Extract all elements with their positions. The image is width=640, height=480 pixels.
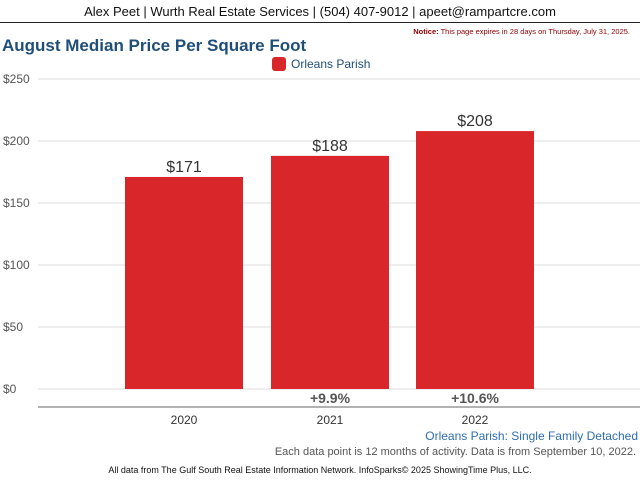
contact-line: Alex Peet | Wurth Real Estate Services |…: [84, 3, 556, 19]
data-label: $208: [457, 113, 493, 130]
x-tick-label: 2021: [317, 413, 344, 427]
y-tick-label: $250: [3, 72, 30, 86]
change-label: +10.6%: [451, 390, 499, 406]
y-tick-label: $100: [3, 258, 30, 272]
chart-subtitle: Orleans Parish: Single Family Detached: [425, 429, 638, 443]
contact-header: Alex Peet | Wurth Real Estate Services |…: [0, 0, 640, 23]
y-tick-label: $0: [3, 382, 17, 396]
x-tick-label: 2022: [462, 413, 489, 427]
notice-text: This page expires in 28 days on Thursday…: [440, 27, 630, 36]
y-tick-label: $150: [3, 196, 30, 210]
chart-legend: Orleans Parish: [272, 57, 370, 71]
chart-footnote: Each data point is 12 months of activity…: [274, 446, 636, 458]
bar: [125, 176, 243, 389]
y-tick-label: $200: [3, 134, 30, 148]
x-tick-label: 2020: [171, 413, 198, 427]
data-label: $188: [312, 138, 348, 155]
legend-swatch: [272, 57, 286, 71]
expiry-notice: Notice: This page expires in 28 days on …: [413, 27, 630, 36]
data-label: $171: [166, 159, 202, 176]
change-label: +9.9%: [310, 390, 351, 406]
chart-title: August Median Price Per Square Foot: [2, 36, 307, 55]
bar: [416, 131, 534, 389]
legend-label: Orleans Parish: [291, 57, 371, 71]
notice-label: Notice:: [413, 27, 439, 36]
bar: [271, 155, 389, 389]
y-tick-label: $50: [3, 320, 23, 334]
source-credit: All data from The Gulf South Real Estate…: [108, 465, 532, 475]
